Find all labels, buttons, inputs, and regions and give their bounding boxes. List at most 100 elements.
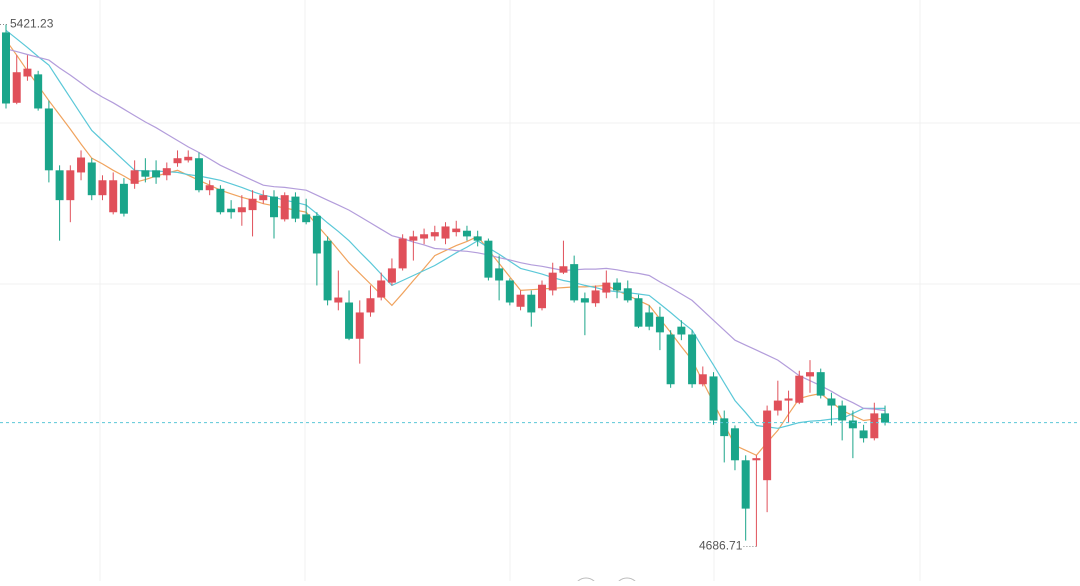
candle-body	[302, 214, 311, 223]
candle	[387, 258, 396, 286]
candle	[795, 370, 804, 405]
candle-body	[227, 208, 236, 213]
candle-body	[527, 294, 536, 313]
candle	[816, 368, 825, 399]
candle	[806, 360, 814, 393]
candle	[655, 306, 664, 351]
candle	[355, 300, 364, 364]
candle	[55, 165, 64, 241]
candle-body	[237, 207, 246, 213]
candle	[462, 225, 471, 241]
candle-body	[591, 290, 600, 304]
candle-body	[398, 238, 407, 269]
high-label: 5421.23	[10, 17, 54, 31]
candle-body	[216, 188, 225, 213]
candle	[205, 180, 214, 196]
candle	[666, 330, 675, 388]
candle-body	[366, 298, 375, 313]
candle	[366, 285, 375, 317]
candle-body	[2, 32, 10, 104]
candle	[881, 405, 890, 426]
candle	[763, 405, 772, 513]
candle	[516, 290, 525, 311]
candle	[77, 150, 86, 181]
candle-body	[634, 298, 643, 327]
low-label: 4686.71	[699, 539, 743, 553]
candle-body	[827, 398, 836, 406]
candle-body	[559, 266, 568, 273]
candle-body	[387, 268, 396, 283]
candle	[216, 185, 225, 215]
candle-body	[623, 288, 632, 301]
candle-body	[881, 413, 890, 423]
candle-body	[259, 195, 268, 201]
candle	[870, 402, 879, 441]
candle-body	[34, 74, 43, 109]
candle	[677, 320, 686, 341]
candle	[848, 410, 857, 459]
candle	[495, 255, 504, 301]
candle	[720, 410, 729, 463]
candle	[291, 192, 300, 223]
candle	[709, 372, 718, 425]
candle-body	[709, 376, 718, 421]
candle	[741, 455, 750, 541]
candle-body	[848, 420, 857, 429]
candle	[194, 152, 203, 193]
candle	[87, 158, 96, 201]
candle-body	[505, 280, 514, 303]
candle	[613, 278, 622, 299]
candle	[227, 200, 236, 219]
candle	[109, 172, 118, 215]
candle-body	[334, 297, 343, 303]
candle	[184, 150, 193, 163]
candle-body	[205, 185, 214, 191]
candle	[634, 294, 643, 329]
candle	[44, 100, 53, 183]
candle-body	[55, 170, 64, 201]
candle-body	[194, 158, 203, 191]
ma-line	[5, 48, 886, 412]
candle-body	[109, 180, 118, 213]
candle-body	[763, 410, 772, 481]
candle	[130, 160, 139, 189]
candle	[345, 290, 354, 341]
candle	[420, 228, 429, 245]
candle	[538, 280, 546, 311]
candle-body	[280, 195, 289, 220]
candle-body	[602, 282, 611, 293]
candle	[409, 230, 418, 261]
candle	[334, 270, 343, 311]
candle-body	[484, 240, 493, 278]
candle	[270, 190, 278, 239]
candle	[752, 455, 761, 547]
candle-body	[141, 170, 150, 177]
candle-body	[66, 170, 75, 201]
candle	[2, 24, 10, 109]
candle	[784, 390, 793, 423]
candle	[430, 225, 439, 241]
candle	[602, 270, 611, 299]
candle	[66, 165, 75, 223]
candle	[280, 192, 289, 222]
candle-body	[87, 162, 96, 196]
candle	[505, 278, 514, 306]
candle-body	[613, 282, 622, 291]
candle-body	[377, 280, 386, 298]
candle	[548, 262, 557, 296]
candle-body	[98, 180, 107, 196]
candle-body	[677, 326, 686, 335]
candle-body	[312, 215, 321, 254]
candle-body	[784, 398, 793, 401]
candle-body	[409, 236, 418, 241]
candle	[859, 424, 868, 443]
candle	[248, 190, 257, 237]
candle-body	[730, 428, 739, 461]
candle-body	[688, 334, 697, 385]
candle-body	[162, 168, 171, 176]
candle-body	[741, 460, 750, 509]
candle-body	[870, 413, 879, 439]
candle	[827, 392, 836, 426]
candle	[237, 195, 246, 226]
